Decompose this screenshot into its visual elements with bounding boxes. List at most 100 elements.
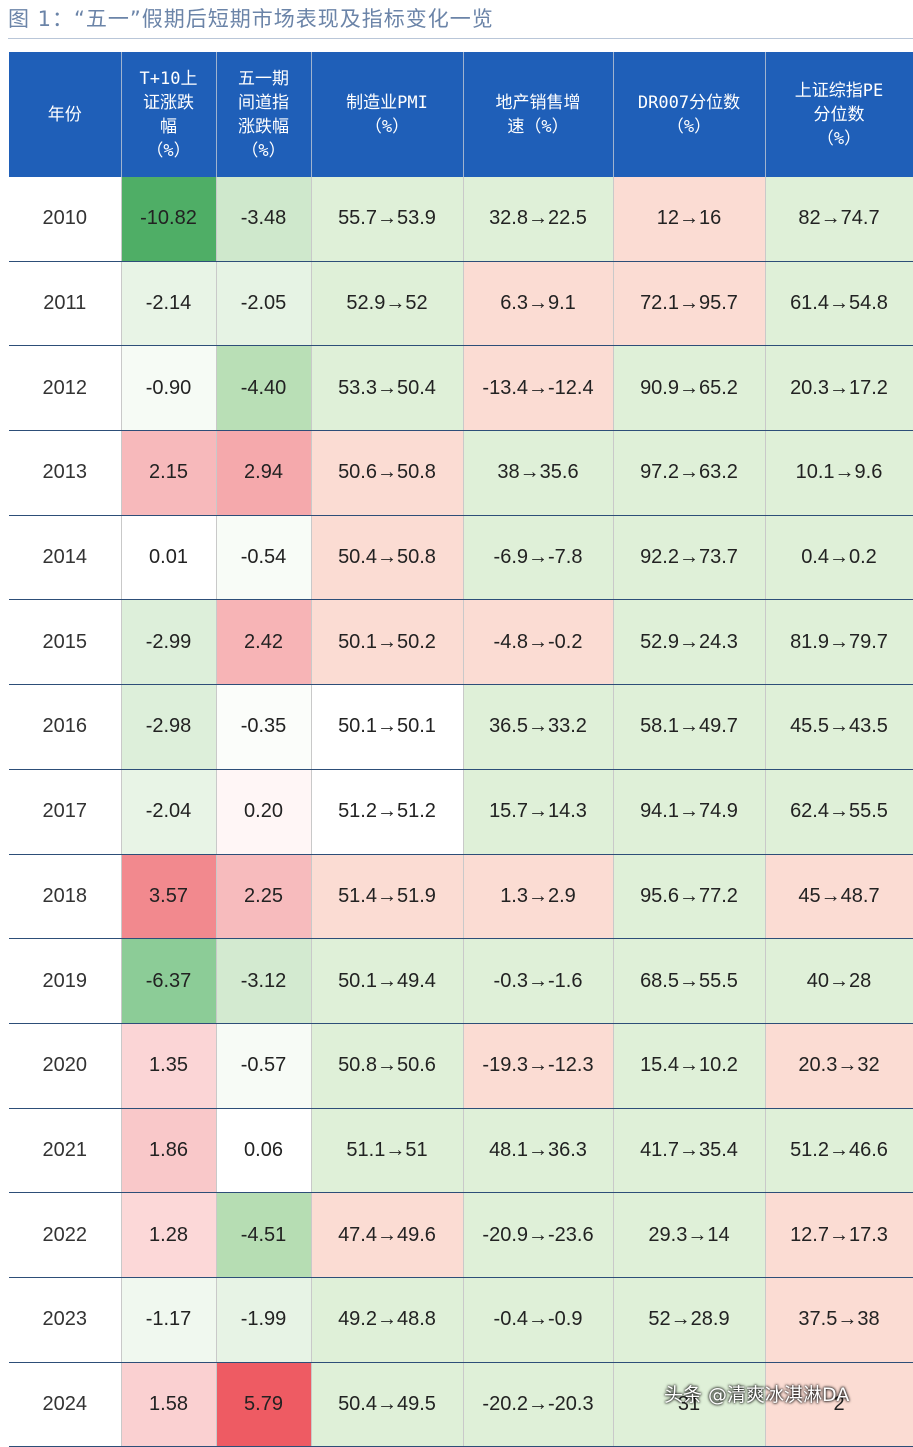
figure-title: 图 1：“五一”假期后短期市场表现及指标变化一览 xyxy=(8,7,494,31)
value-cell: 6.3→9.1 xyxy=(463,261,614,347)
market-indicator-table: 年份 T+10上 证涨跌幅 （%） 五一期 间道指 涨跌幅 （%） 制造业PMI （%） 地产销售增… xyxy=(9,52,913,1447)
value-cell: -4.40 xyxy=(216,345,312,432)
value-cell: 12.7→17.3 xyxy=(765,1192,913,1278)
value-cell: 45→48.7 xyxy=(765,854,913,940)
year-cell: 2016 xyxy=(9,684,122,770)
table-row: 2013 2.15 2.94 50.6→50.8 38→35.6 97.2→63.2 10.… xyxy=(9,430,913,516)
year-cell: 2019 xyxy=(9,938,122,1024)
value-cell: 37.5→38 xyxy=(765,1277,913,1363)
value-cell: 2.25 xyxy=(216,854,312,940)
value-cell: -0.57 xyxy=(216,1023,312,1109)
value-cell: 0.01 xyxy=(121,515,217,601)
value-cell: 50.1→50.2 xyxy=(311,599,464,686)
column-header-line: 幅 xyxy=(160,116,177,137)
value-cell: 52→28.9 xyxy=(613,1277,766,1363)
year-cell: 2024 xyxy=(9,1362,122,1447)
value-cell: 81.9→79.7 xyxy=(765,599,913,686)
value-cell: 29.3→14 xyxy=(613,1192,766,1278)
value-cell: 50.1→49.4 xyxy=(311,938,464,1024)
column-header-line: 制造业PMI xyxy=(346,92,428,113)
table-row: 2014 0.01 -0.54 50.4→50.8 -6.9→-7.8 92.2→73.7… xyxy=(9,515,913,601)
column-header-line: 上证综指PE xyxy=(794,80,884,101)
value-cell: -20.2→-20.3 xyxy=(463,1362,614,1447)
value-cell: 48.1→36.3 xyxy=(463,1108,614,1194)
value-cell: 68.5→55.5 xyxy=(613,938,766,1024)
column-header-line: 地产销售增 xyxy=(495,92,581,113)
column-header-line: 分位数 xyxy=(813,104,865,125)
table-row: 2012 -0.90 -4.40 53.3→50.4 -13.4→-12.4 90.9→6… xyxy=(9,345,913,432)
value-cell: 32.8→22.5 xyxy=(463,177,614,262)
value-cell: 61.4→54.8 xyxy=(765,261,913,347)
year-cell: 2017 xyxy=(9,769,122,855)
value-cell: -0.35 xyxy=(216,684,312,770)
column-header: T+10上 证涨跌幅 （%） xyxy=(121,52,217,177)
value-cell: 38→35.6 xyxy=(463,430,614,516)
value-cell: -2.05 xyxy=(216,261,312,347)
value-cell: 0.20 xyxy=(216,769,312,855)
value-cell: 12→16 xyxy=(613,177,766,262)
title-divider xyxy=(8,38,913,39)
value-cell: 3.57 xyxy=(121,854,217,940)
value-cell: 95.6→77.2 xyxy=(613,854,766,940)
value-cell: 5.79 xyxy=(216,1362,312,1447)
year-cell: 2015 xyxy=(9,599,122,686)
value-cell: 50.8→50.6 xyxy=(311,1023,464,1109)
table-row: 2018 3.57 2.25 51.4→51.9 1.3→2.9 95.6→77.2 45→… xyxy=(9,854,913,940)
column-header: 年份 xyxy=(9,52,122,177)
value-cell: -6.37 xyxy=(121,938,217,1024)
value-cell: 2.42 xyxy=(216,599,312,686)
table-row: 2022 1.28 -4.51 47.4→49.6 -20.9→-23.6 29.3→14… xyxy=(9,1192,913,1278)
year-cell: 2023 xyxy=(9,1277,122,1363)
value-cell: 45.5→43.5 xyxy=(765,684,913,770)
value-cell: 1.35 xyxy=(121,1023,217,1109)
value-cell: -10.82 xyxy=(121,177,217,262)
value-cell: 58.1→49.7 xyxy=(613,684,766,770)
value-cell: 72.1→95.7 xyxy=(613,261,766,347)
table-row: 2016 -2.98 -0.35 50.1→50.1 36.5→33.2 58.1→49.… xyxy=(9,684,913,770)
table-row: 2021 1.86 0.06 51.1→51 48.1→36.3 41.7→35.4 51.… xyxy=(9,1108,913,1194)
value-cell: 51.4→51.9 xyxy=(311,854,464,940)
value-cell: 2.94 xyxy=(216,430,312,516)
year-cell: 2012 xyxy=(9,345,122,432)
column-header-line: （%） xyxy=(666,116,712,137)
year-cell: 2020 xyxy=(9,1023,122,1109)
value-cell: -20.9→-23.6 xyxy=(463,1192,614,1278)
value-cell: 94.1→74.9 xyxy=(613,769,766,855)
value-cell: -1.17 xyxy=(121,1277,217,1363)
column-header-line: 涨跌幅 xyxy=(238,116,289,137)
column-header-line: 间道指 xyxy=(238,92,289,113)
value-cell: 53.3→50.4 xyxy=(311,345,464,432)
watermark: 头条 @清爽冰淇淋DA xyxy=(664,1384,850,1406)
table-body: 2010 -10.82 -3.48 55.7→53.9 32.8→22.5 12→16 82… xyxy=(9,177,913,1447)
value-cell: -6.9→-7.8 xyxy=(463,515,614,601)
column-header-line: 年份 xyxy=(47,104,82,125)
column-header: DR007分位数 （%） xyxy=(613,52,766,177)
value-cell: 92.2→73.7 xyxy=(613,515,766,601)
value-cell: 50.4→49.5 xyxy=(311,1362,464,1447)
value-cell: 1.3→2.9 xyxy=(463,854,614,940)
header-row: 年份 T+10上 证涨跌幅 （%） 五一期 间道指 涨跌幅 （%） 制造业PMI （%） 地产销售增… xyxy=(9,52,913,177)
value-cell: 10.1→9.6 xyxy=(765,430,913,516)
value-cell: -3.48 xyxy=(216,177,312,262)
value-cell: 36.5→33.2 xyxy=(463,684,614,770)
value-cell: 40→28 xyxy=(765,938,913,1024)
value-cell: 1.58 xyxy=(121,1362,217,1447)
column-header-line: DR007分位数 xyxy=(637,92,741,113)
year-cell: 2013 xyxy=(9,430,122,516)
value-cell: -0.90 xyxy=(121,345,217,432)
year-cell: 2011 xyxy=(9,261,122,347)
year-cell: 2022 xyxy=(9,1192,122,1278)
value-cell: 47.4→49.6 xyxy=(311,1192,464,1278)
value-cell: -1.99 xyxy=(216,1277,312,1363)
value-cell: 52.9→24.3 xyxy=(613,599,766,686)
value-cell: 82→74.7 xyxy=(765,177,913,262)
value-cell: -0.3→-1.6 xyxy=(463,938,614,1024)
value-cell: -13.4→-12.4 xyxy=(463,345,614,432)
column-header-line: （%） xyxy=(816,128,862,149)
table-row: 2020 1.35 -0.57 50.8→50.6 -19.3→-12.3 15.4→10… xyxy=(9,1023,913,1109)
column-header: 五一期 间道指 涨跌幅 （%） xyxy=(216,52,312,177)
column-header-line: 证涨跌 xyxy=(143,92,194,113)
column-header: 制造业PMI （%） xyxy=(311,52,464,177)
value-cell: 62.4→55.5 xyxy=(765,769,913,855)
value-cell: 20.3→17.2 xyxy=(765,345,913,432)
